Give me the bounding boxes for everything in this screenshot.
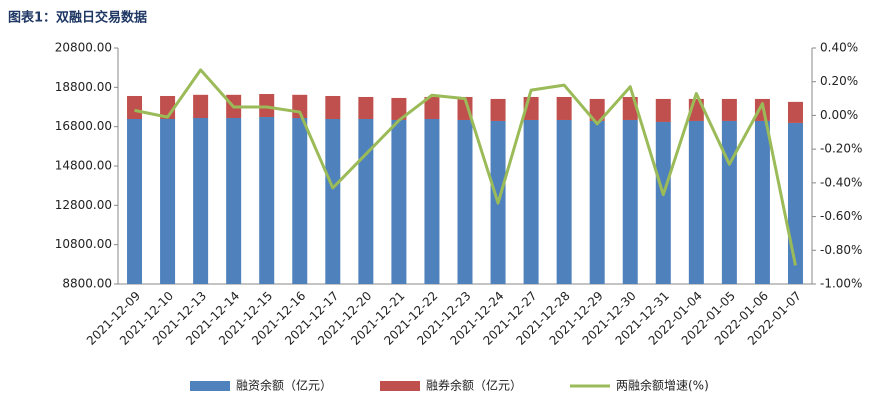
- legend-swatch: [380, 381, 420, 391]
- y2-tick-label: -0.40%: [820, 175, 862, 189]
- bar: [655, 98, 671, 122]
- bar: [490, 98, 506, 121]
- bar: [688, 120, 704, 284]
- bar: [655, 121, 671, 285]
- bar: [325, 95, 341, 119]
- bar: [391, 119, 407, 284]
- bar: [292, 118, 308, 284]
- bar: [457, 119, 473, 284]
- bar: [193, 118, 209, 284]
- bar: [226, 118, 242, 284]
- bar: [358, 96, 374, 119]
- legend-label: 融资余额（亿元）: [236, 378, 332, 393]
- bar: [622, 119, 638, 284]
- y-tick-label: 10800.00: [55, 237, 112, 251]
- bar: [193, 94, 209, 119]
- bar: [754, 120, 770, 284]
- y-tick-label: 8800.00: [62, 277, 112, 291]
- bar: [127, 118, 143, 284]
- bar: [259, 117, 275, 284]
- bar: [424, 118, 440, 284]
- y-tick-label: 18800.00: [55, 80, 112, 94]
- bar: [523, 119, 539, 284]
- bar: [556, 119, 572, 284]
- y2-tick-label: 0.20%: [820, 74, 858, 88]
- y2-tick-label: 0.00%: [820, 108, 858, 122]
- y2-tick-label: -1.00%: [820, 277, 862, 291]
- legend-swatch: [190, 381, 230, 391]
- bar: [391, 97, 407, 120]
- bar: [556, 96, 572, 120]
- y2-tick-label: -0.60%: [820, 209, 862, 223]
- legend-label: 两融余额增速(%): [616, 378, 709, 393]
- y-tick-label: 14800.00: [55, 159, 112, 173]
- y2-tick-label: -0.20%: [820, 142, 862, 156]
- bar: [721, 98, 737, 121]
- bar: [787, 101, 803, 123]
- bar: [358, 118, 374, 284]
- chart-title: 图表1：双融日交易数据: [8, 10, 147, 26]
- y2-tick-label: 0.40%: [820, 41, 858, 55]
- bar: [721, 120, 737, 284]
- line: [134, 68, 797, 266]
- bar: [589, 120, 605, 284]
- bar: [589, 98, 605, 121]
- y-tick-label: 16800.00: [55, 119, 112, 133]
- y-tick-label: 20800.00: [55, 41, 112, 55]
- y-tick-label: 12800.00: [55, 198, 112, 212]
- bar: [127, 95, 143, 119]
- bar: [325, 118, 341, 284]
- bar: [424, 96, 440, 119]
- bar: [160, 118, 176, 284]
- y2-tick-label: -0.80%: [820, 243, 862, 257]
- legend-label: 融券余额（亿元）: [426, 378, 522, 393]
